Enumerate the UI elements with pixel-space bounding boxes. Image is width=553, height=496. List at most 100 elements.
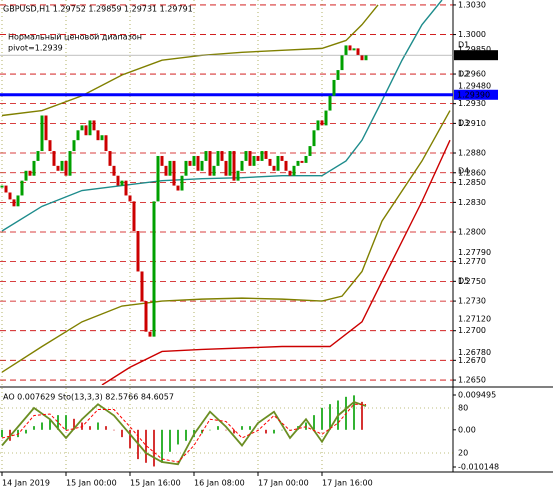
- candle: [328, 95, 332, 111]
- candle: [216, 151, 220, 166]
- ao-bar: [145, 429, 147, 463]
- candle: [316, 120, 320, 131]
- price-label: 1.29480: [458, 81, 491, 90]
- ao-bar: [25, 429, 27, 434]
- y-tick-label: 1.2880: [458, 149, 486, 158]
- level-label: D5: [458, 277, 469, 286]
- ao-bar: [305, 422, 307, 430]
- candle: [88, 120, 92, 136]
- band-line: [1, 110, 451, 373]
- candle: [56, 165, 60, 171]
- ao-bar: [217, 426, 219, 430]
- candle: [340, 55, 344, 71]
- ao-bar: [185, 429, 187, 441]
- ao-bar: [1, 429, 3, 438]
- ao-bar: [281, 429, 283, 431]
- y-tick-label: 1.2770: [458, 257, 486, 266]
- range-note: Нормальный ценовой диапазон: [8, 33, 142, 42]
- candle: [156, 155, 160, 202]
- band-line: [1, 0, 443, 232]
- y-tick-label: 0.009495: [458, 391, 496, 400]
- y-tick-label: 1.2930: [458, 99, 486, 108]
- candle: [252, 155, 256, 166]
- ao-bar: [41, 422, 43, 430]
- x-tick-label: 15 Jan 00:00: [66, 479, 117, 488]
- candle: [212, 165, 216, 176]
- y-tick-label: 1.2750: [458, 277, 486, 286]
- candle: [220, 151, 224, 161]
- candle: [24, 170, 28, 181]
- price-label: 1.26780: [458, 348, 491, 357]
- candle: [0, 185, 4, 188]
- candle: [188, 160, 192, 166]
- y-tick-label: 1.2700: [458, 326, 486, 335]
- candle: [108, 151, 112, 166]
- candle: [336, 70, 340, 80]
- price-label: 1.27120: [458, 314, 491, 323]
- y-tick-label: 1.2960: [458, 70, 486, 79]
- candle: [232, 151, 236, 181]
- candle: [104, 135, 108, 152]
- candle: [36, 151, 40, 161]
- candle: [172, 160, 176, 186]
- candle: [224, 160, 228, 176]
- candle: [300, 160, 304, 163]
- band-line: [1, 4, 379, 117]
- y-tick-label: 1.2730: [458, 297, 486, 306]
- candle: [8, 192, 12, 200]
- candle: [240, 160, 244, 171]
- candle: [164, 165, 168, 176]
- candle: [204, 151, 208, 161]
- candle: [272, 165, 276, 171]
- candle: [304, 155, 308, 163]
- candle: [320, 120, 324, 126]
- candle: [160, 155, 164, 166]
- candle: [96, 130, 100, 141]
- candle: [168, 160, 172, 176]
- candle: [100, 135, 104, 141]
- candle: [268, 158, 272, 166]
- candle: [236, 170, 240, 181]
- y-tick-label: 1.2800: [458, 227, 486, 236]
- candle: [48, 140, 52, 152]
- candle: [176, 185, 180, 191]
- band-line: [101, 139, 451, 385]
- ao-bar: [249, 426, 251, 430]
- ao-bar: [153, 429, 155, 467]
- candle: [72, 140, 76, 152]
- stochastic-line: [1, 400, 367, 466]
- candle: [352, 48, 356, 51]
- candle: [356, 48, 360, 56]
- stochastic-line: [1, 403, 367, 463]
- candle: [196, 155, 200, 171]
- candle: [28, 170, 32, 176]
- candle: [180, 175, 184, 191]
- current-price-label: 1.29791: [457, 51, 490, 60]
- ao-bar: [209, 429, 211, 431]
- y-tick-label: 1.3030: [458, 0, 486, 9]
- ao-bar: [313, 415, 315, 430]
- y-tick-label: 1.2850: [458, 178, 486, 187]
- ao-bar: [121, 429, 123, 438]
- current-price-box: [454, 50, 498, 61]
- candle: [60, 160, 64, 171]
- candle: [244, 151, 248, 161]
- x-tick-label: 14 Jan 2019: [2, 479, 50, 488]
- ao-bar: [17, 429, 19, 438]
- level-label: D2: [458, 70, 469, 79]
- y2-tick-label: 20: [458, 449, 468, 458]
- ao-bar: [233, 429, 235, 434]
- y2-tick-label: 80: [458, 404, 468, 413]
- candle: [248, 151, 252, 166]
- candle: [360, 55, 364, 61]
- candle: [332, 79, 336, 96]
- price-label: 1.29850: [458, 45, 491, 54]
- ao-bar: [161, 429, 163, 463]
- candle: [184, 160, 188, 176]
- ao-bar: [65, 415, 67, 430]
- candle: [116, 175, 120, 186]
- candle: [76, 130, 80, 141]
- candle: [128, 195, 132, 202]
- ao-bar: [177, 429, 179, 445]
